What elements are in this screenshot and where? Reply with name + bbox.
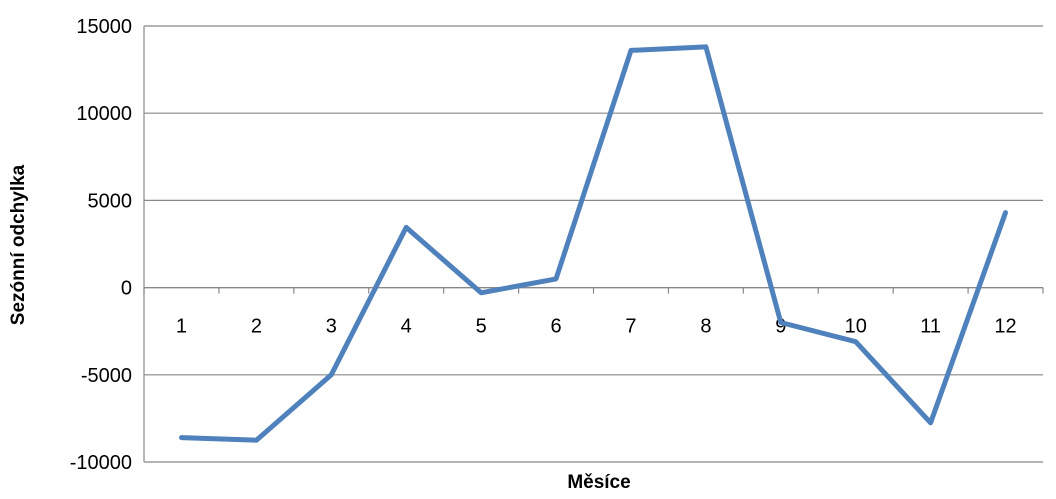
x-tick-label: 1 bbox=[176, 316, 187, 338]
x-tick-labels: 1 2 3 4 5 6 7 8 9 10 11 12 bbox=[176, 316, 1017, 338]
x-tick-label: 11 bbox=[920, 316, 941, 338]
x-tick-label: 12 bbox=[994, 316, 1016, 338]
x-axis-title: Měsíce bbox=[567, 472, 630, 493]
x-tick-label: 6 bbox=[550, 316, 561, 338]
y-tick-labels: -10000 -5000 0 5000 10000 15000 bbox=[70, 16, 132, 474]
series-lines bbox=[179, 44, 1008, 443]
x-tick-label: 4 bbox=[401, 316, 412, 338]
y-tick-label: 10000 bbox=[76, 103, 132, 125]
y-tick-label: 0 bbox=[121, 278, 132, 300]
y-tick-label: -10000 bbox=[70, 452, 132, 474]
y-tick-label: -5000 bbox=[81, 365, 132, 387]
series-line bbox=[179, 44, 1008, 443]
x-tick-label: 7 bbox=[625, 316, 636, 338]
x-tick-label: 8 bbox=[700, 316, 711, 338]
x-tick-label: 2 bbox=[251, 316, 262, 338]
x-tick-label: 3 bbox=[326, 316, 337, 338]
x-tick-label: 5 bbox=[476, 316, 487, 338]
y-tick-label: 5000 bbox=[88, 190, 133, 212]
x-tick-label: 10 bbox=[845, 316, 867, 338]
axes bbox=[143, 26, 1044, 462]
y-tick-label: 15000 bbox=[76, 16, 132, 38]
x-tick-label: 9 bbox=[775, 316, 786, 338]
y-axis-title: Sezónní odchylka bbox=[8, 164, 29, 325]
